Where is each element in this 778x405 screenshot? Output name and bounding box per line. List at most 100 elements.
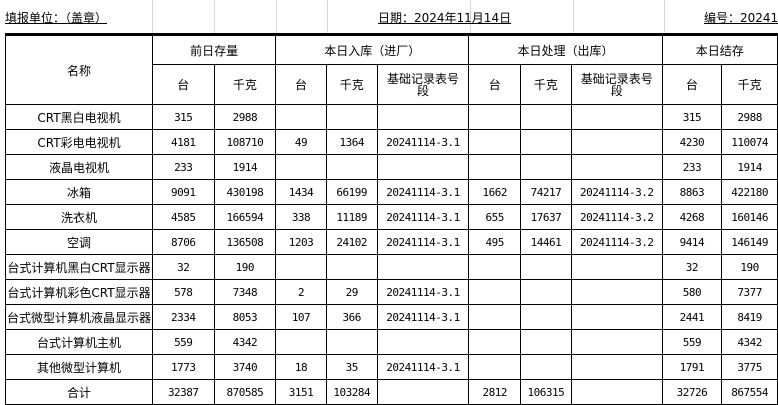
cell	[520, 154, 572, 180]
cell: 1364	[325, 129, 378, 155]
cell: 4585	[151, 204, 215, 230]
cell: 9091	[151, 179, 215, 205]
cell: 2812	[468, 379, 522, 405]
date-label: 日期：2024年11月14日	[378, 11, 512, 25]
cell: 20241114-3.1	[376, 129, 470, 155]
cell	[520, 129, 572, 155]
table-row: 空调 8706 136508 1203 24102 20241114-3.1 495 1446…	[5, 229, 778, 255]
cell: 422180	[721, 179, 778, 205]
cell: 20241114-3.1	[376, 354, 470, 380]
cell: 4342	[213, 329, 277, 355]
header-sub: 基础记录表号段	[376, 64, 470, 105]
cell: 20241114-3.1	[376, 229, 470, 255]
header-sub: 千克	[721, 64, 778, 105]
cell	[570, 304, 663, 330]
cell: 66199	[325, 179, 378, 205]
cell: 32726	[661, 379, 723, 405]
cell: 1434	[275, 179, 327, 205]
cell	[376, 329, 470, 355]
cell	[570, 254, 663, 280]
header-group: 前日存量	[151, 34, 277, 65]
cell	[520, 304, 572, 330]
number-label: 编号：202411	[704, 11, 778, 25]
header-sub: 基础记录表号段	[570, 64, 663, 105]
cell: 366	[325, 304, 378, 330]
cell	[570, 154, 663, 180]
cell	[520, 354, 572, 380]
cell: 1203	[275, 229, 327, 255]
row-name: 空调	[5, 229, 153, 255]
cell: 867554	[721, 379, 778, 405]
cell	[376, 254, 470, 280]
cell: 29	[325, 279, 378, 305]
cell: 3775	[721, 354, 778, 380]
row-name: 其他微型计算机	[5, 354, 153, 380]
cell: 20241114-3.1	[376, 179, 470, 205]
cell: 166594	[213, 204, 277, 230]
row-name: 台式计算机黑白CRT显示器	[5, 254, 153, 280]
inventory-table: 名称 前日存量 本日入库（进厂） 本日处理（出库） 本日结存 台千克台千克 基础记…	[5, 33, 778, 405]
cell: 74217	[520, 179, 572, 205]
row-name: CRT黑白电视机	[5, 104, 153, 130]
cell: 870585	[213, 379, 277, 405]
cell	[520, 279, 572, 305]
cell	[570, 129, 663, 155]
gridline	[470, 0, 471, 34]
header-sub: 千克	[213, 64, 277, 105]
row-name: 冰箱	[5, 179, 153, 205]
cell: 190	[721, 254, 778, 280]
cell	[275, 104, 327, 130]
cell: 9414	[661, 229, 723, 255]
row-name: 合计	[5, 379, 153, 405]
cell	[468, 304, 522, 330]
header-group: 本日入库（进厂）	[275, 34, 470, 65]
cell	[376, 379, 470, 405]
cell: 20241114-3.2	[570, 179, 663, 205]
cell: 559	[661, 329, 723, 355]
table-row: 冰箱 9091 430198 1434 66199 20241114-3.1 1662 742…	[5, 179, 778, 205]
header-group: 本日处理（出库）	[468, 34, 663, 65]
cell	[468, 104, 522, 130]
cell: 4230	[661, 129, 723, 155]
cell: 146149	[721, 229, 778, 255]
cell: 136508	[213, 229, 277, 255]
cell	[325, 104, 378, 130]
cell: 20241114-3.2	[570, 229, 663, 255]
cell: 7348	[213, 279, 277, 305]
cell: 578	[151, 279, 215, 305]
cell: 233	[151, 154, 215, 180]
row-name: 台式计算机彩色CRT显示器	[5, 279, 153, 305]
cell	[570, 279, 663, 305]
cell: 3740	[213, 354, 277, 380]
cell: 2988	[721, 104, 778, 130]
cell	[325, 329, 378, 355]
cell: 35	[325, 354, 378, 380]
cell: 8706	[151, 229, 215, 255]
header-sub: 台	[275, 64, 327, 105]
cell: 4342	[721, 329, 778, 355]
gridline	[152, 0, 153, 34]
cell: 32	[661, 254, 723, 280]
cell	[520, 104, 572, 130]
cell: 1914	[213, 154, 277, 180]
cell: 2441	[661, 304, 723, 330]
cell	[468, 129, 522, 155]
cell: 4181	[151, 129, 215, 155]
cell: 2988	[213, 104, 277, 130]
table-row: 台式计算机主机 559 4342 559 4342	[5, 329, 778, 355]
header-group: 本日结存	[661, 34, 778, 65]
row-name: 洗衣机	[5, 204, 153, 230]
cell: 315	[661, 104, 723, 130]
header-sub: 台	[151, 64, 215, 105]
cell: 2334	[151, 304, 215, 330]
row-name: 台式微型计算机液晶显示器	[5, 304, 153, 330]
cell: 108710	[213, 129, 277, 155]
cell	[468, 354, 522, 380]
header-name: 名称	[5, 34, 153, 105]
cell: 1662	[468, 179, 522, 205]
gridline	[664, 0, 665, 34]
cell: 32387	[151, 379, 215, 405]
cell: 1773	[151, 354, 215, 380]
cell: 20241114-3.2	[570, 204, 663, 230]
cell: 107	[275, 304, 327, 330]
